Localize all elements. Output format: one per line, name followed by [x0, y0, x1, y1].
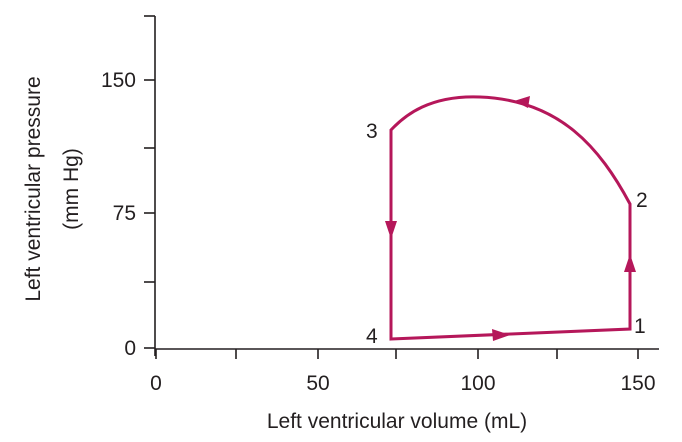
y-tick-150: 150 — [101, 69, 136, 92]
y-tick-0: 0 — [124, 337, 136, 360]
x-axis — [155, 348, 659, 359]
x-tick-150: 150 — [620, 372, 655, 395]
y-axis — [144, 15, 156, 356]
x-tick-50: 50 — [306, 372, 329, 395]
x-tick-0: 0 — [150, 372, 162, 395]
y-tick-75: 75 — [113, 202, 136, 225]
arrow-left-icon — [514, 96, 530, 108]
arrow-right-icon — [492, 329, 510, 341]
point-label-2: 2 — [636, 189, 648, 212]
y-axis-title: Left ventricular pressure — [22, 76, 45, 301]
arrow-down-icon — [385, 221, 397, 239]
x-tick-100: 100 — [460, 372, 495, 395]
y-axis-units: (mm Hg) — [60, 148, 83, 230]
point-label-4: 4 — [366, 325, 378, 348]
direction-arrows — [385, 96, 636, 341]
x-axis-title: Left ventricular volume (mL) — [267, 410, 527, 433]
pv-loop — [389, 95, 632, 341]
point-label-3: 3 — [366, 120, 378, 143]
arrow-up-icon — [624, 254, 636, 272]
point-label-1: 1 — [634, 315, 646, 338]
